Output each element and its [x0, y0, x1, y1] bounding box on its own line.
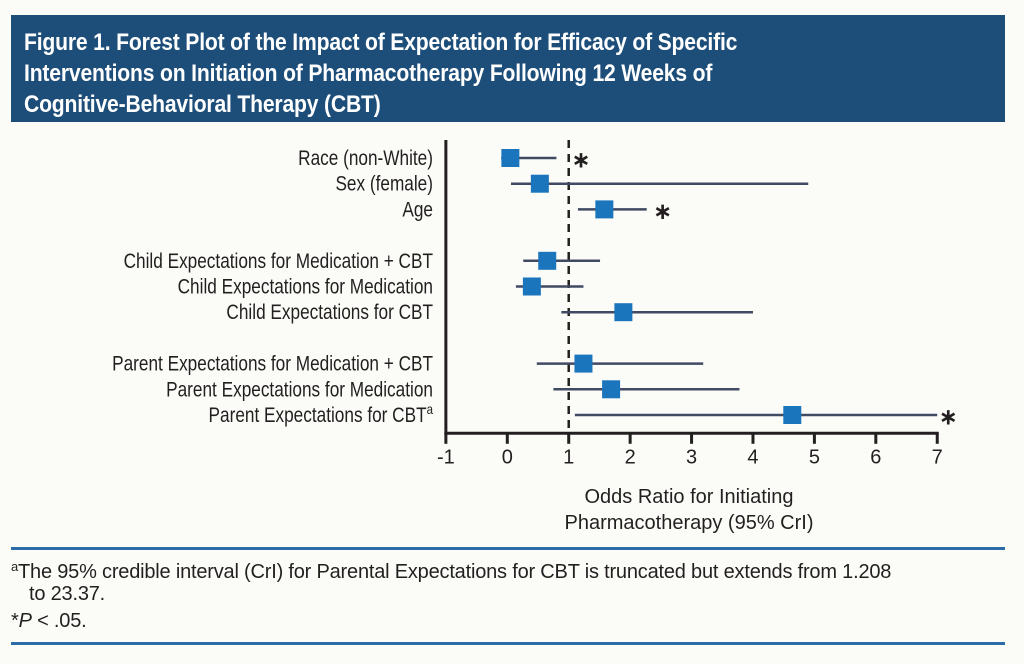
figure-title: Figure 1. Forest Plot of the Impact of E… — [24, 27, 887, 120]
row-label: Parent Expectations for CBTa — [209, 401, 434, 428]
x-axis-tick-label: 0 — [502, 446, 513, 468]
row-label: Child Expectations for Medication — [178, 276, 433, 299]
significance-star: * — [11, 610, 19, 632]
row-label: Age — [402, 199, 433, 222]
footnote-top-rule — [11, 547, 1005, 550]
row-labels: Race (non-White)Sex (female) Age Child Exp… — [112, 148, 434, 428]
estimate-marker — [574, 354, 593, 373]
footnote-a-superscript: a — [11, 559, 19, 574]
estimate-marker — [783, 406, 802, 424]
estimate-marker — [595, 200, 614, 219]
footnote-bottom-rule — [11, 642, 1005, 645]
pvalue-text: < .05. — [31, 610, 87, 632]
x-axis-tick-label: 4 — [747, 446, 758, 468]
significance-star: ∗ — [571, 148, 590, 174]
x-axis-title-line-2: Pharmacotherapy (95% CrI) — [565, 512, 814, 534]
x-axis-title-line-1: Odds Ratio for Initiating — [585, 486, 794, 508]
estimate-marker — [538, 251, 557, 270]
row-label: Child Expectations for Medication + CBT — [124, 250, 434, 273]
estimate-marker — [602, 380, 621, 399]
footnote-a-line-1: aThe 95% credible interval (CrI) for Par… — [11, 555, 891, 584]
figure-title-line-3: Cognitive-Behavioral Therapy (CBT) — [24, 91, 381, 118]
figure-title-line-1: Figure 1. Forest Plot of the Impact of E… — [24, 29, 738, 56]
x-axis-tick-label: 1 — [563, 446, 574, 468]
row-label: Parent Expectations for Medication — [166, 379, 433, 402]
footnote-a-text: The 95% credible interval (CrI) for Pare… — [18, 561, 892, 583]
significance-star: ∗ — [653, 199, 672, 225]
estimate-marker — [501, 149, 520, 167]
footnote-a-line-2: to 23.37. — [29, 583, 106, 605]
significance-star: ∗ — [939, 405, 958, 431]
x-axis-tick-label: 2 — [625, 446, 636, 468]
figure-title-banner: Figure 1. Forest Plot of the Impact of E… — [11, 15, 1005, 122]
pvalue-symbol: P — [18, 610, 32, 632]
row-label: Sex (female) — [335, 173, 433, 196]
row-label: Parent Expectations for Medication + CBT — [112, 353, 433, 376]
x-axis-tick-label: 3 — [686, 446, 697, 468]
row-label: Race (non-White) — [298, 148, 433, 171]
estimate-marker — [614, 303, 633, 322]
estimate-marker — [522, 277, 541, 296]
estimate-marker — [530, 174, 549, 193]
x-axis-tick-label: 6 — [870, 446, 881, 468]
x-axis-tick-label: 5 — [809, 446, 820, 468]
figure-title-line-2: Interventions on Initiation of Pharmacot… — [24, 60, 713, 87]
row-label-superscript: a — [427, 401, 434, 417]
footnote-pvalue: *P < .05. — [11, 609, 87, 633]
x-axis-tick-label: 7 — [932, 446, 943, 468]
row-label: Child Expectations for CBT — [226, 302, 433, 325]
x-axis-tick-label: -1 — [437, 446, 455, 468]
